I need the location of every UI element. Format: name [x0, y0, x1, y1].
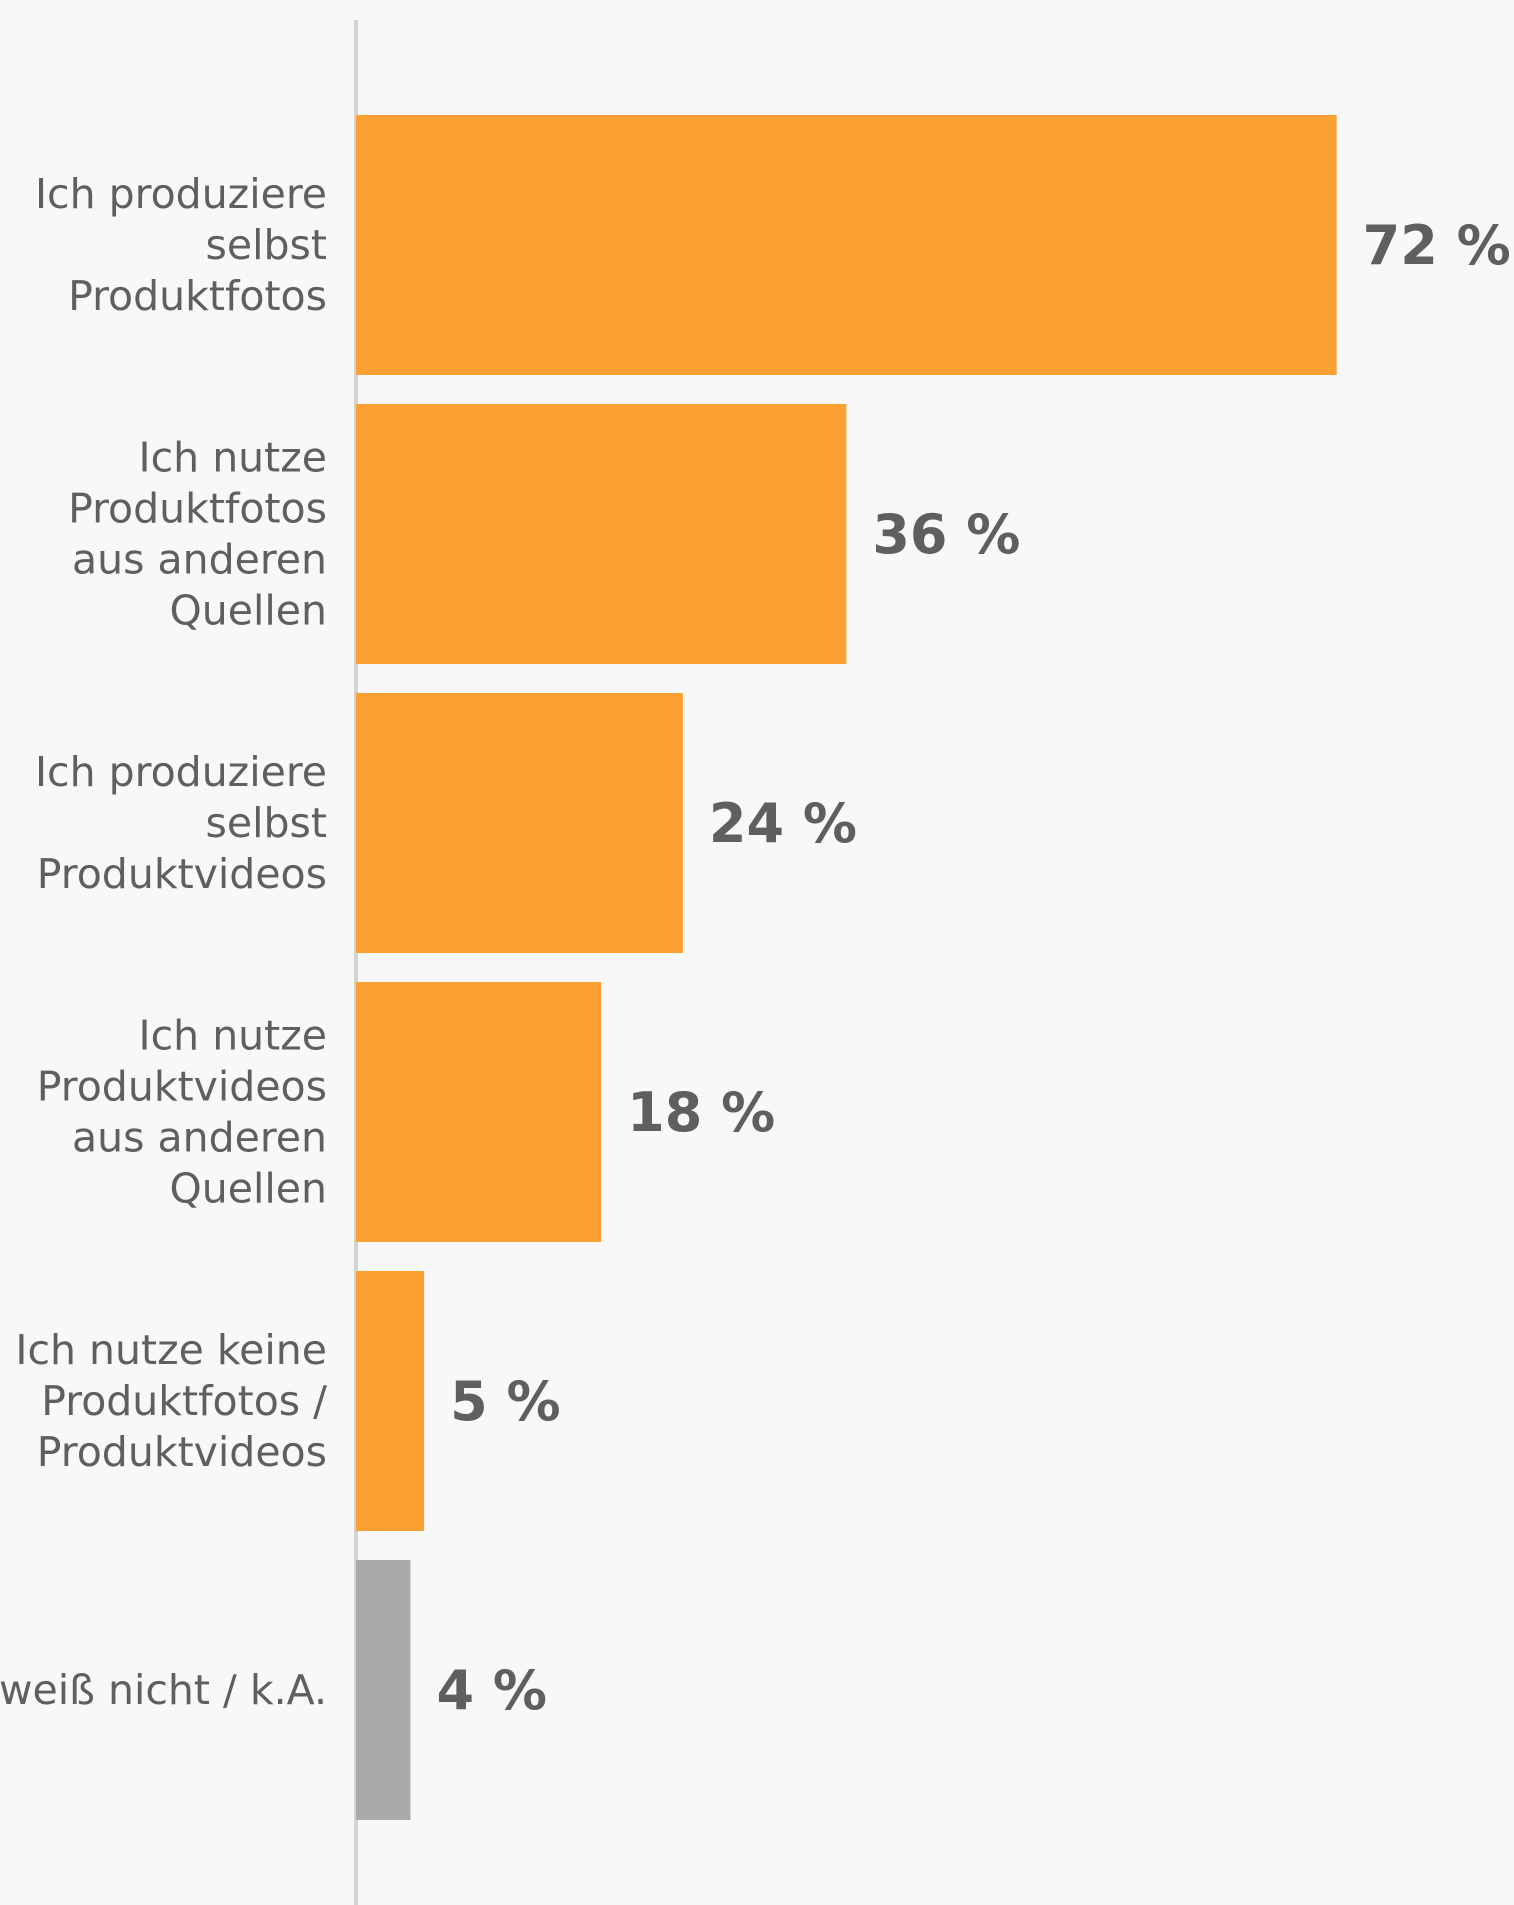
- category-label-2: Ich nutze Produktfotos aus anderen Quellen: [68, 434, 327, 635]
- category-label-6: weiß nicht / k.A.: [0, 1666, 327, 1714]
- value-label-5: 5 %: [450, 1370, 560, 1433]
- bar-4: [356, 982, 602, 1242]
- value-label-1: 72 %: [1363, 214, 1511, 277]
- category-label-5: Ich nutze keine Produktfotos / Produktvide…: [15, 1326, 327, 1476]
- value-label-6: 4 %: [436, 1659, 546, 1722]
- value-label-4: 18 %: [627, 1081, 775, 1144]
- bars-group: [356, 115, 1337, 1820]
- category-label-4: Ich nutze Produktvideos aus anderen Quellen: [37, 1012, 327, 1213]
- bar-5: [356, 1271, 425, 1531]
- category-labels-group: Ich produziere selbst Produktfotos Ich nutz…: [0, 170, 327, 1714]
- bar-6: [356, 1560, 411, 1820]
- value-labels-group: 72 % 36 % 24 % 18 % 5 % 4 %: [436, 214, 1510, 1722]
- bar-2: [356, 404, 847, 664]
- category-label-3: Ich produziere selbst Produktvideos: [35, 748, 327, 898]
- category-label-1: Ich produziere selbst Produktfotos: [35, 170, 327, 320]
- bar-3: [356, 693, 683, 953]
- bar-1: [356, 115, 1337, 375]
- value-label-2: 36 %: [872, 503, 1020, 566]
- value-label-3: 24 %: [709, 792, 857, 855]
